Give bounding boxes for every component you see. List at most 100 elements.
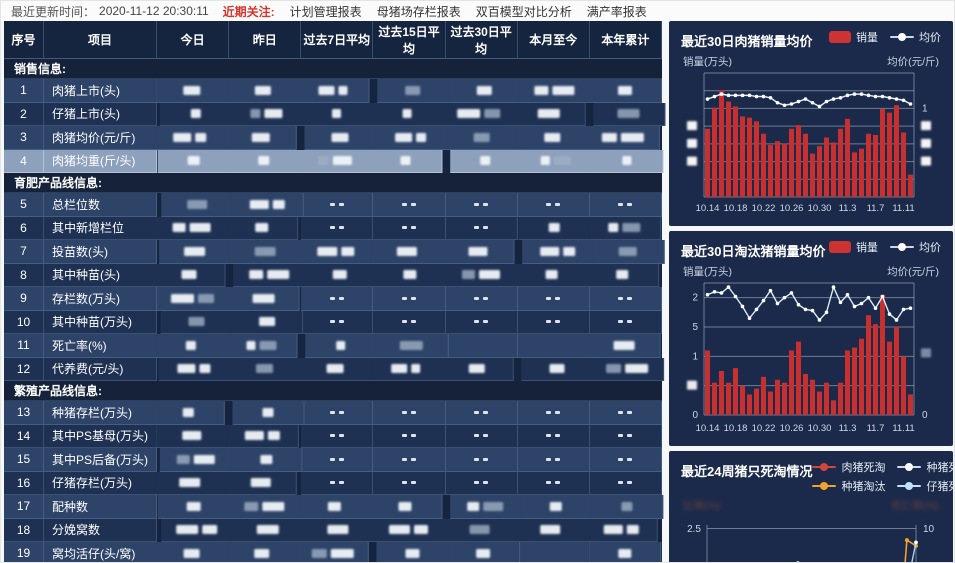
table-cell-redacted [445,193,518,217]
svg-text:11.11: 11.11 [892,423,914,434]
table-cell-redacted [377,79,450,103]
svg-text:5: 5 [692,322,698,333]
redacted-value [330,548,354,558]
table-cell-redacted [232,401,305,425]
table-cell-redacted [301,287,374,311]
table-cell-redacted [445,334,518,358]
legend-item-肉猪死淘[interactable]: 肉猪死淘 [812,459,885,475]
legend-item-销量[interactable]: 销量 [829,29,878,45]
table-cell-redacted [442,240,515,264]
redacted-value [398,501,412,511]
line-swatch-icon [890,243,914,251]
redacted-value [252,293,275,303]
table-cell-redacted [304,126,377,150]
redacted-value [621,501,633,511]
table-cell-redacted [299,149,372,173]
table-cell-redacted [225,334,298,358]
line-swatch-icon [890,33,914,41]
topbar: 最近更新时间： 2020-11-12 20:30:11 近期关注: 计划管理报表… [1,1,954,21]
redacted-value [562,246,575,256]
redacted-value [456,109,480,119]
redacted-value [606,364,622,374]
row-number: 9 [4,287,44,311]
legend-item-种猪死亡[interactable]: 种猪死亡 [897,459,954,475]
row-number: 6 [4,216,44,240]
y-right-axis-label: 均价(元/斤) [887,266,939,278]
row-label: 其中PS基母(万头) [44,424,157,448]
redacted-value [540,525,561,535]
table-cell-redacted [369,495,443,519]
nav-link-plan-report[interactable]: 计划管理报表 [289,4,362,19]
redacted-value [483,109,500,119]
legend-item-均价[interactable]: 均价 [890,29,941,45]
redacted-value [258,156,270,166]
svg-text:2: 2 [692,293,698,304]
redacted-value [185,340,196,350]
redacted-value [176,454,190,464]
table-cell-redacted [155,216,228,240]
redacted-value [186,501,201,511]
table-cell-redacted [156,424,229,448]
table-cell-redacted [373,216,446,240]
charts-column: 最近30日肉猪销量均价 销量 均价 销量(万头) 均价(元/斤) 1 10.14 10… [669,21,954,562]
redacted-value [177,364,196,374]
svg-text:11.3: 11.3 [839,203,857,214]
legend-item-均价[interactable]: 均价 [890,239,941,255]
redacted-value [332,156,352,166]
table-cell-redacted [301,471,374,495]
nav-link-full-capacity-report[interactable]: 满产率报表 [586,4,647,19]
redacted-value [318,85,335,95]
table-cell-redacted [231,310,304,334]
redacted-value [400,156,411,166]
redacted-value [262,501,285,511]
chart-legend: 销量 均价 [829,29,941,45]
table-cell-redacted [299,357,373,381]
table-cell-redacted [513,102,586,126]
redacted-value [403,270,417,280]
table-cell-redacted [301,216,374,240]
legend-item-仔猪死亡[interactable]: 仔猪死亡 [897,478,954,494]
legend-item-销量[interactable]: 销量 [829,239,878,255]
redacted-value [255,223,269,233]
redacted-value [186,199,207,209]
table-cell-redacted [230,102,303,126]
nav-link-sow-farm-report[interactable]: 母猪场存栏报表 [376,4,461,19]
table-cell-redacted [445,401,518,425]
row-number: 14 [4,424,44,448]
redacted-value [326,364,344,374]
table-cell-redacted [297,79,370,103]
redacted-value [198,293,215,303]
line-swatch-icon [812,463,837,471]
chart-title: 最近24周猪只死淘情况 [681,464,813,479]
redacted-value [250,109,261,119]
redacted-value [173,132,192,142]
table-cell-redacted [589,216,662,240]
redacted-value [400,340,424,350]
line-swatch-icon [897,463,922,471]
table-cell-redacted [224,126,298,150]
table-cell-redacted [517,424,590,448]
legend-item-种猪淘汰[interactable]: 种猪淘汰 [812,478,885,494]
redacted-value [468,246,488,256]
table-cell-redacted [301,401,374,425]
row-label: 代养费(元/头) [44,357,157,381]
chart-panel-cull-sales: 最近30日淘汰猪销量均价 销量 均价 销量(万头) 均价(元/斤) 2 5 1 0 0 10… [669,231,953,446]
table-cell-redacted [449,495,522,519]
redacted-value [331,132,349,142]
update-time-value: 2020-11-12 20:30:11 [99,4,209,18]
redacted-value [266,270,289,280]
table-cell-redacted [589,542,662,562]
redacted-value [317,156,329,166]
table-cell-redacted [516,263,589,287]
column-header: 过去7日平均 [301,21,374,59]
nav-link-model-compare[interactable]: 双百模型对比分析 [475,4,572,19]
table-cell-redacted [374,263,447,287]
table-cell-redacted [301,448,374,472]
table-cell-redacted [370,357,443,381]
table-cell-redacted [160,310,233,334]
redacted-value [479,270,501,280]
redacted-value [248,270,263,280]
svg-text:11.7: 11.7 [867,423,885,434]
redacted-value [405,85,421,95]
table-cell-redacted [519,79,592,103]
